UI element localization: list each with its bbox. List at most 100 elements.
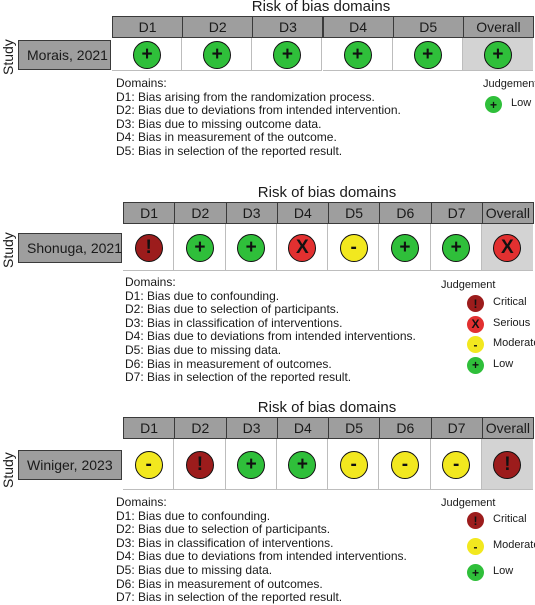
column-header: D4 [322, 16, 394, 38]
judgement-symbol: + [492, 43, 504, 65]
domains-heading: Domains: [125, 275, 176, 289]
judgement-symbol: ! [196, 453, 204, 475]
domain-cell: + [225, 439, 277, 490]
column-header: D2 [174, 202, 227, 224]
study-name: Morais, 2021 [18, 39, 111, 70]
judgement-symbol: + [422, 43, 434, 65]
judgement-low-icon: + [273, 40, 302, 69]
domain-description: D4: Bias in measurement of the outcome. [116, 130, 337, 145]
domains-heading: Domains: [116, 76, 167, 90]
legend-item-low: + Low [467, 564, 535, 582]
legend-symbol: ! [473, 513, 478, 528]
domain-description: D1: Bias due to confounding. [125, 288, 280, 303]
domain-cell: ! [174, 439, 226, 490]
panel-title: Risk of bias domains [251, 0, 391, 15]
moderate-legend-icon: - [467, 336, 484, 353]
judgement-low-icon: + [237, 233, 266, 262]
judgement-symbol: - [350, 236, 357, 258]
judgement-symbol: + [245, 236, 257, 258]
column-header: D2 [182, 16, 254, 38]
legend-item-low: + Low [467, 356, 535, 375]
judgement-low-icon: + [390, 233, 419, 262]
panel-title: Risk of bias domains [257, 184, 397, 201]
legend-symbol: - [473, 539, 478, 554]
judgement-low-icon: + [133, 40, 162, 69]
legend-label: Critical [493, 296, 527, 308]
domain-cell: + [252, 38, 323, 71]
column-header: D6 [379, 417, 432, 439]
domain-cell: + [430, 224, 482, 271]
domain-cell: + [225, 224, 277, 271]
judgement-symbol: ! [504, 453, 511, 475]
judgement-symbol: X [296, 236, 309, 258]
domain-cell: X [276, 224, 328, 271]
judgement-low-icon: + [203, 40, 232, 69]
judgement-legend-title: Judgement [441, 497, 496, 509]
domain-description: D5: Bias in selection of the reported re… [116, 143, 343, 158]
judgement-moderate-icon: - [339, 233, 368, 262]
judgement-low-icon: + [442, 233, 471, 262]
legend-item-moderate: - Moderate [467, 336, 535, 354]
legend-item-low: + Low [485, 96, 535, 114]
legend-label: Low [493, 357, 514, 370]
column-header: Overall [462, 16, 534, 38]
legend-label: Low [493, 565, 514, 577]
domain-description: D4: Bias due to deviations from intended… [125, 329, 416, 344]
domain-description: D2: Bias due to deviations from intended… [116, 103, 401, 118]
domains-heading: Domains: [116, 495, 167, 509]
judgement-moderate-icon: - [339, 450, 368, 479]
judgement-symbol: ! [145, 236, 152, 258]
judgement-low-icon: + [185, 233, 214, 262]
legend-symbol: + [471, 358, 479, 372]
domain-description: D2: Bias due to selection of participant… [116, 522, 331, 537]
domain-cell: + [322, 38, 393, 71]
judgement-symbol: + [296, 453, 308, 475]
judgement-symbol: + [399, 236, 411, 258]
column-header: D4 [276, 417, 329, 439]
study-axis-label: Study [0, 39, 16, 75]
domain-cell: + [112, 38, 183, 71]
domains-legend: Domains: D1: Bias due to confounding. D2: … [125, 275, 416, 385]
judgement-moderate-icon: - [390, 450, 419, 479]
legend-label: Moderate [493, 539, 535, 551]
low-legend-icon: + [485, 96, 502, 113]
domain-cell: ! [123, 224, 175, 271]
overall-cell: X [481, 224, 533, 271]
domain-cell: + [174, 224, 226, 271]
domain-description: D1: Bias due to confounding. [116, 508, 271, 523]
judgement-critical-icon: ! [185, 450, 214, 479]
domains-legend: Domains: D1: Bias due to confounding. D2: … [116, 495, 407, 605]
column-header: D6 [379, 202, 432, 224]
column-header: D4 [276, 202, 329, 224]
judgement-moderate-icon: - [442, 450, 471, 479]
judgement-legend-title: Judgement [441, 279, 496, 291]
critical-legend-icon: ! [467, 512, 484, 529]
legend-label: Critical [493, 513, 527, 525]
legend-item-moderate: - Moderate [467, 538, 535, 556]
legend-item-serious: X Serious [467, 315, 535, 334]
column-header: Overall [481, 417, 534, 439]
legend-item-critical: ! Critical [467, 512, 535, 530]
legend-label: Low [511, 97, 532, 109]
domain-cell: + [276, 439, 328, 490]
study-axis-label: Study [0, 232, 16, 268]
study-name: Shonuga, 2021 [18, 232, 122, 263]
domain-description: D3: Bias due to missing outcome data. [116, 116, 322, 131]
domain-description: D3: Bias in classification of interventi… [125, 315, 343, 330]
study-name: Winiger, 2023 [18, 449, 122, 480]
domain-description: D6: Bias in measurement of outcomes. [116, 576, 323, 591]
column-header: Overall [481, 202, 534, 224]
judgement-low-icon: + [237, 450, 266, 479]
legend-item-critical: ! Critical [467, 295, 535, 313]
legend-label: Serious [493, 316, 531, 329]
judgement-legend-title: Judgement [483, 78, 535, 90]
domain-cell: - [328, 439, 380, 490]
judgement-symbol: + [450, 236, 462, 258]
judgement-symbol: + [245, 453, 257, 475]
judgement-low-icon: + [343, 40, 372, 69]
judgement-critical-icon: ! [134, 233, 163, 262]
domain-description: D5: Bias due to missing data. [125, 342, 282, 357]
judgement-symbol: + [352, 43, 364, 65]
judgement-symbol: - [350, 453, 357, 475]
judgement-symbol: + [194, 236, 206, 258]
